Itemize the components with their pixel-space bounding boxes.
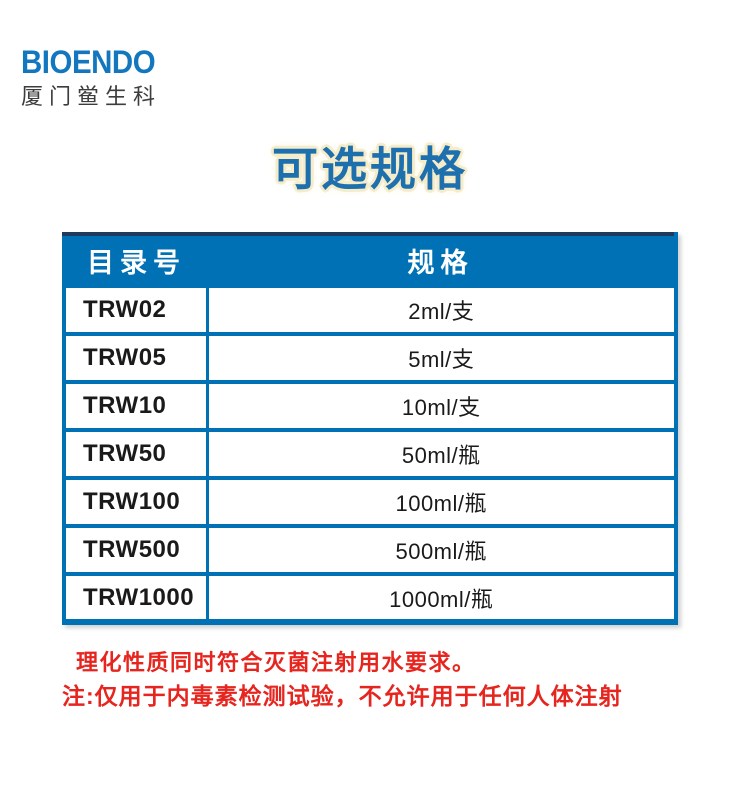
table-row: TRW1000 1000ml/瓶 <box>62 572 678 624</box>
catalog-number-cell: TRW50 <box>62 428 209 480</box>
table-row: TRW02 2ml/支 <box>62 284 678 336</box>
specification-cell: 2ml/支 <box>205 284 678 336</box>
footnotes: 理化性质同时符合灭菌注射用水要求。 注:仅用于内毒素检测试验，不允许用于任何人体… <box>62 649 623 710</box>
note-line-1: 理化性质同时符合灭菌注射用水要求。 <box>76 650 476 675</box>
table-row: TRW10 10ml/支 <box>62 380 678 432</box>
catalog-number-cell: TRW500 <box>62 524 209 576</box>
catalog-number-cell: TRW02 <box>62 284 209 336</box>
catalog-number-cell: TRW05 <box>62 332 209 384</box>
brand-name: BIOENDO <box>21 44 156 80</box>
specification-cell: 500ml/瓶 <box>205 524 678 576</box>
page-title: 可选规格 <box>272 143 468 195</box>
table-row: TRW50 50ml/瓶 <box>62 428 678 480</box>
note-line-2: 注:仅用于内毒素检测试验，不允许用于任何人体注射 <box>62 682 623 709</box>
header-specification: 规格 <box>207 234 676 286</box>
table-row: TRW500 500ml/瓶 <box>62 524 678 576</box>
header-catalog-number: 目录号 <box>64 234 207 286</box>
brand-subtitle: 厦门鲎生科 <box>21 84 162 109</box>
brand-logo: BIOENDO 厦门鲎生科 <box>21 46 167 109</box>
specification-cell: 50ml/瓶 <box>205 428 678 480</box>
spec-table: 目录号 规格 TRW02 2ml/支 TRW05 5ml/支 TRW10 10ml/支 TR… <box>62 232 678 625</box>
catalog-number-cell: TRW100 <box>62 476 209 528</box>
table-header-row: 目录号 规格 <box>64 234 676 286</box>
table-row: TRW100 100ml/瓶 <box>62 476 678 528</box>
specification-cell: 1000ml/瓶 <box>205 572 678 624</box>
specification-cell: 100ml/瓶 <box>205 476 678 528</box>
table-row: TRW05 5ml/支 <box>62 332 678 384</box>
specification-cell: 5ml/支 <box>205 332 678 384</box>
catalog-number-cell: TRW10 <box>62 380 209 432</box>
specification-cell: 10ml/支 <box>205 380 678 432</box>
table-body: TRW02 2ml/支 TRW05 5ml/支 TRW10 10ml/支 TRW50 50ml… <box>62 284 678 624</box>
catalog-number-cell: TRW1000 <box>62 572 209 624</box>
